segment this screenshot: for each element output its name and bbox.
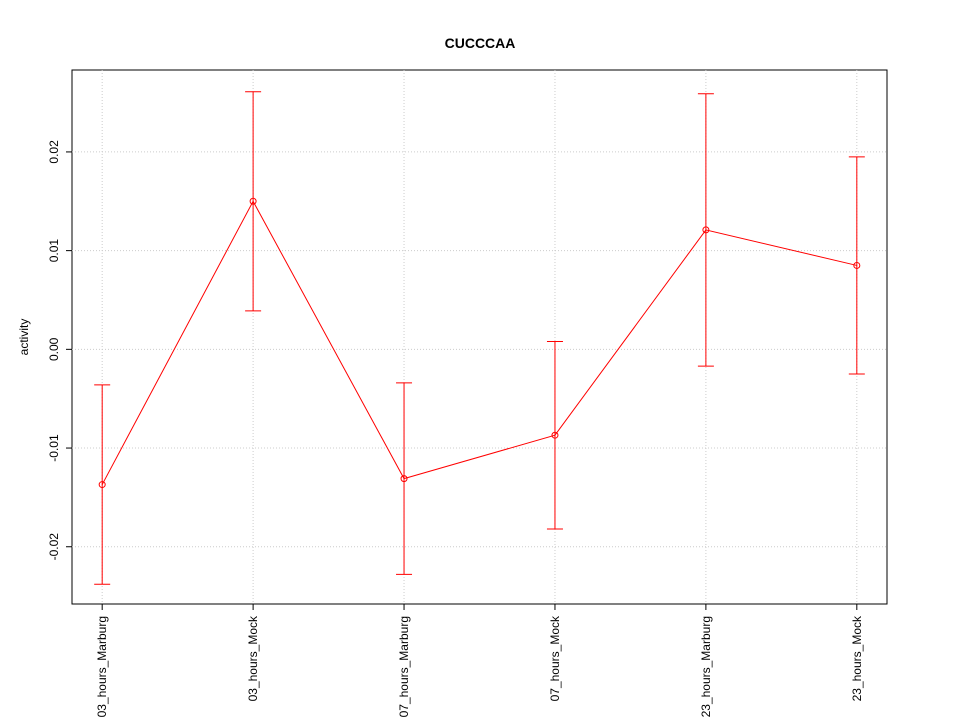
x-tick-label: 23_hours_Marburg xyxy=(699,616,713,717)
data-point xyxy=(853,261,861,269)
chart-title: CUCCCAA xyxy=(445,35,516,51)
data-point xyxy=(249,197,257,205)
x-tick-label: 07_hours_Marburg xyxy=(397,616,411,717)
error-bar xyxy=(94,384,111,585)
x-tick-label: 03_hours_Mock xyxy=(246,615,260,701)
error-bar xyxy=(245,91,262,312)
y-tick-label: 0.01 xyxy=(47,239,61,263)
y-tick-label: 0.02 xyxy=(47,140,61,164)
x-tick-label: 07_hours_Mock xyxy=(548,615,562,701)
error-bar xyxy=(697,93,714,367)
x-tick-label: 23_hours_Mock xyxy=(850,615,864,701)
y-tick-label: -0.01 xyxy=(47,434,61,462)
error-bar xyxy=(546,340,563,530)
data-line xyxy=(101,200,857,485)
data-point xyxy=(551,431,559,439)
y-axis-label: activity xyxy=(17,319,31,356)
error-bar xyxy=(396,382,413,575)
data-point xyxy=(400,475,408,483)
y-tick-label: 0.00 xyxy=(47,337,61,361)
x-tick-label: 03_hours_Marburg xyxy=(95,616,109,717)
data-point xyxy=(702,226,710,234)
error-bar xyxy=(848,156,865,375)
y-tick-label: -0.02 xyxy=(47,533,61,561)
data-point xyxy=(98,481,106,489)
plot-frame xyxy=(71,69,888,605)
